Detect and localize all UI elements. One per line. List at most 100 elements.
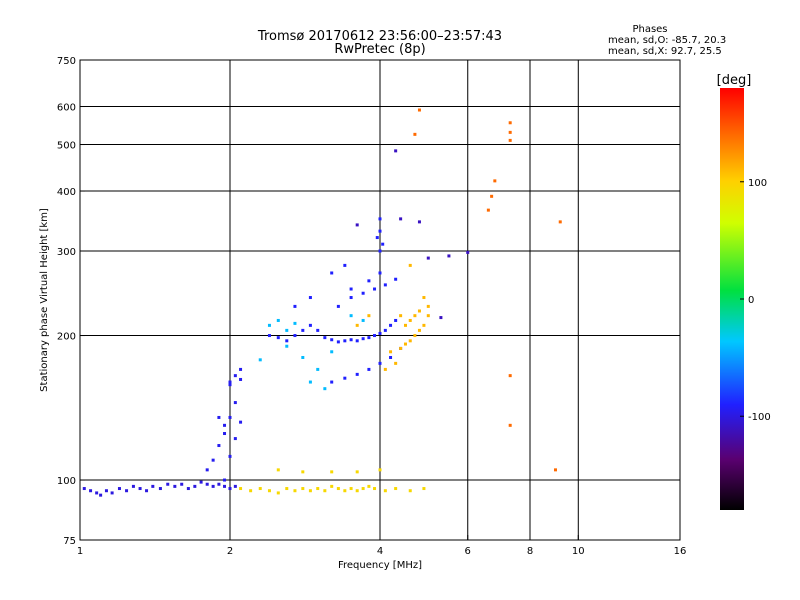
echo-point bbox=[249, 489, 253, 493]
echo-point bbox=[145, 489, 149, 493]
echo-point bbox=[330, 271, 334, 275]
echo-point bbox=[367, 279, 371, 283]
echo-point bbox=[361, 291, 365, 295]
echo-point bbox=[343, 489, 347, 493]
echo-point bbox=[301, 487, 305, 491]
echo-point bbox=[426, 314, 430, 318]
echo-point bbox=[95, 491, 99, 495]
echo-point bbox=[383, 283, 387, 287]
y-tick-label: 100 bbox=[57, 476, 76, 487]
echo-point bbox=[389, 355, 393, 359]
data-points bbox=[82, 108, 562, 497]
echo-point bbox=[408, 339, 412, 343]
echo-point bbox=[417, 220, 421, 224]
echo-point bbox=[413, 132, 417, 136]
echo-point bbox=[330, 484, 334, 488]
echo-point bbox=[378, 229, 382, 233]
echo-point bbox=[336, 487, 340, 491]
echo-point bbox=[301, 470, 305, 474]
echo-point bbox=[276, 318, 280, 322]
y-tick-label: 750 bbox=[57, 56, 76, 67]
y-axis-label: Stationary phase Virtual Height [km] bbox=[39, 208, 50, 392]
echo-point bbox=[422, 487, 426, 491]
echo-point bbox=[267, 334, 271, 338]
echo-point bbox=[228, 415, 232, 419]
echo-point bbox=[258, 487, 262, 491]
colorbar-ticks: 100 0 -100 bbox=[740, 178, 771, 423]
echo-point bbox=[308, 380, 312, 384]
echo-point bbox=[508, 138, 512, 142]
echo-point bbox=[151, 484, 155, 488]
echo-point bbox=[293, 489, 297, 493]
echo-point bbox=[308, 323, 312, 327]
echo-point bbox=[378, 217, 382, 221]
echo-point bbox=[343, 263, 347, 267]
echo-point bbox=[211, 458, 215, 462]
echo-point bbox=[125, 489, 129, 493]
echo-point bbox=[399, 217, 403, 221]
y-axis-ticks: 75 100 200 300 400 500 600 750 bbox=[57, 56, 85, 547]
echo-point bbox=[131, 484, 135, 488]
echo-point bbox=[349, 487, 353, 491]
echo-point bbox=[486, 208, 490, 212]
echo-point bbox=[355, 323, 359, 327]
echo-point bbox=[490, 194, 494, 198]
echo-point bbox=[383, 367, 387, 371]
echo-point bbox=[508, 121, 512, 125]
x-axis-ticks: 1 2 4 6 8 10 16 bbox=[77, 535, 686, 557]
y-tick-label: 400 bbox=[57, 187, 76, 198]
echo-point bbox=[316, 328, 320, 332]
echo-point bbox=[378, 271, 382, 275]
echo-point bbox=[82, 487, 86, 491]
echo-point bbox=[138, 487, 142, 491]
echo-point bbox=[361, 487, 365, 491]
echo-point bbox=[336, 304, 340, 308]
echo-point bbox=[558, 220, 562, 224]
x-tick-label: 10 bbox=[572, 546, 585, 557]
echo-point bbox=[417, 328, 421, 332]
echo-point bbox=[239, 420, 243, 424]
echo-point bbox=[166, 482, 170, 486]
echo-point bbox=[217, 415, 221, 419]
echo-point bbox=[422, 296, 426, 300]
phases-x-line: mean, sd,X: 92.7, 25.5 bbox=[608, 46, 722, 57]
echo-point bbox=[199, 480, 203, 484]
chart-title: Tromsø 20170612 23:56:00–23:57:43 bbox=[257, 29, 502, 44]
echo-point bbox=[426, 304, 430, 308]
echo-point bbox=[228, 383, 232, 387]
echo-point bbox=[285, 487, 289, 491]
echo-point bbox=[104, 489, 108, 493]
echo-point bbox=[239, 377, 243, 381]
x-tick-label: 2 bbox=[227, 546, 233, 557]
echo-point bbox=[308, 489, 312, 493]
echo-point bbox=[267, 323, 271, 327]
echo-point bbox=[361, 318, 365, 322]
echo-point bbox=[403, 323, 407, 327]
echo-point bbox=[173, 484, 177, 488]
x-tick-label: 4 bbox=[377, 546, 383, 557]
echo-point bbox=[223, 484, 227, 488]
chart-subtitle: RwPretec (8p) bbox=[334, 42, 425, 57]
echo-point bbox=[110, 491, 114, 495]
echo-point bbox=[375, 236, 379, 240]
echo-point bbox=[383, 328, 387, 332]
echo-point bbox=[293, 321, 297, 325]
echo-point bbox=[293, 304, 297, 308]
echo-point bbox=[330, 470, 334, 474]
echo-point bbox=[223, 423, 227, 427]
echo-point bbox=[349, 338, 353, 342]
echo-point bbox=[158, 487, 162, 491]
echo-point bbox=[408, 318, 412, 322]
echo-point bbox=[99, 493, 103, 497]
echo-point bbox=[239, 367, 243, 371]
echo-point bbox=[413, 314, 417, 318]
echo-point bbox=[439, 316, 443, 320]
echo-point bbox=[373, 287, 377, 291]
x-tick-label: 6 bbox=[465, 546, 471, 557]
echo-point bbox=[186, 487, 190, 491]
echo-point bbox=[217, 482, 221, 486]
colorbar-label: [deg] bbox=[717, 73, 752, 88]
echo-point bbox=[367, 367, 371, 371]
echo-point bbox=[276, 468, 280, 472]
